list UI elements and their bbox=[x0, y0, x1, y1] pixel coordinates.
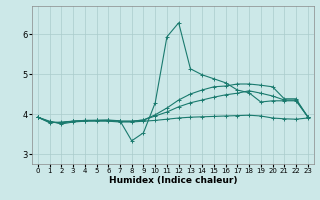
X-axis label: Humidex (Indice chaleur): Humidex (Indice chaleur) bbox=[108, 176, 237, 185]
